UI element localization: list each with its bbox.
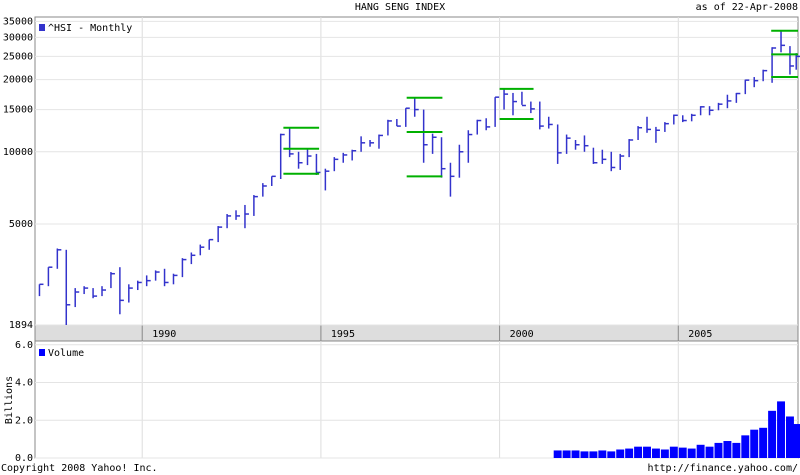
volume-bar <box>571 450 580 458</box>
volume-bar <box>678 447 687 458</box>
y-axis-label: Billions <box>4 376 15 424</box>
y-tick-label: 15000 <box>3 105 33 116</box>
volume-bar <box>580 451 589 458</box>
volume-bar <box>785 416 794 458</box>
volume-bar <box>723 441 732 458</box>
volume-bar <box>759 427 768 458</box>
y-tick-label: 20000 <box>3 75 33 86</box>
y-tick-label: 10000 <box>3 147 33 158</box>
x-tick-label: 2000 <box>510 329 534 340</box>
y-tick-label: 35000 <box>3 16 33 27</box>
x-tick-label: 1995 <box>331 329 355 340</box>
volume-bar <box>598 450 607 458</box>
y-tick-label: 30000 <box>3 32 33 43</box>
volume-bar <box>607 451 616 458</box>
volume-bar <box>741 435 750 458</box>
y-tick-label: 5000 <box>9 219 33 230</box>
x-tick-label: 1990 <box>152 329 176 340</box>
volume-bar <box>634 446 643 458</box>
volume-bar <box>750 429 759 458</box>
volume-bar <box>589 451 598 458</box>
y-tick-label: 2.0 <box>15 415 33 426</box>
chart-title: HANG SENG INDEX <box>355 2 445 13</box>
volume-bar <box>732 442 741 458</box>
volume-bar <box>768 410 777 458</box>
volume-bar <box>643 446 651 458</box>
volume-bar <box>714 442 723 458</box>
copyright: Copyright 2008 Yahoo! Inc. <box>1 463 158 474</box>
legend-label: ^HSI - Monthly <box>48 23 132 34</box>
y-tick-label: 0.0 <box>15 453 33 464</box>
volume-bar <box>792 424 800 458</box>
volume-panel <box>34 340 799 459</box>
y-tick-label: 25000 <box>3 51 33 62</box>
legend-label: Volume <box>48 348 84 359</box>
date-strip <box>34 324 799 342</box>
price-panel <box>34 16 799 326</box>
volume-bar <box>616 449 625 458</box>
y-tick-label: 4.0 <box>15 378 33 389</box>
volume-bar <box>553 450 562 458</box>
volume-bar <box>696 444 705 458</box>
legend-swatch <box>39 24 45 31</box>
volume-bar <box>651 448 660 458</box>
y-tick-label: 6.0 <box>15 340 33 351</box>
y-tick-label: 1894 <box>9 320 33 331</box>
x-tick-label: 2005 <box>688 329 712 340</box>
volume-bar <box>625 448 634 458</box>
volume-bar <box>562 450 571 458</box>
volume-bar <box>705 446 714 458</box>
legend-swatch <box>39 349 45 356</box>
source-url: http://finance.yahoo.com/ <box>647 463 798 474</box>
as-of-date: as of 22-Apr-2008 <box>696 2 798 13</box>
volume-bar <box>687 448 696 458</box>
volume-bar <box>777 401 785 458</box>
volume-bar <box>669 446 678 458</box>
volume-bar <box>660 449 669 458</box>
